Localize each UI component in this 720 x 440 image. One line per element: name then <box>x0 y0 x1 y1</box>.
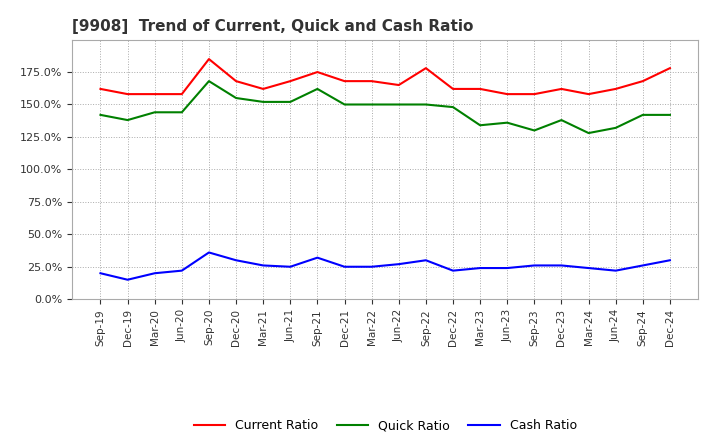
Current Ratio <box>259 86 268 92</box>
Quick Ratio <box>150 110 159 115</box>
Line: Quick Ratio: Quick Ratio <box>101 81 670 133</box>
Legend: Current Ratio, Quick Ratio, Cash Ratio: Current Ratio, Quick Ratio, Cash Ratio <box>189 414 582 437</box>
Cash Ratio <box>611 268 620 273</box>
Current Ratio <box>557 86 566 92</box>
Cash Ratio <box>476 265 485 271</box>
Cash Ratio <box>367 264 376 269</box>
Quick Ratio <box>611 125 620 131</box>
Quick Ratio <box>665 112 674 117</box>
Quick Ratio <box>476 123 485 128</box>
Quick Ratio <box>395 102 403 107</box>
Current Ratio <box>421 66 430 71</box>
Cash Ratio <box>123 277 132 282</box>
Cash Ratio <box>395 261 403 267</box>
Quick Ratio <box>96 112 105 117</box>
Cash Ratio <box>503 265 511 271</box>
Current Ratio <box>232 78 240 84</box>
Cash Ratio <box>286 264 294 269</box>
Text: [9908]  Trend of Current, Quick and Cash Ratio: [9908] Trend of Current, Quick and Cash … <box>72 19 473 34</box>
Current Ratio <box>639 78 647 84</box>
Cash Ratio <box>639 263 647 268</box>
Cash Ratio <box>530 263 539 268</box>
Quick Ratio <box>178 110 186 115</box>
Line: Cash Ratio: Cash Ratio <box>101 253 670 280</box>
Cash Ratio <box>341 264 349 269</box>
Cash Ratio <box>259 263 268 268</box>
Current Ratio <box>313 70 322 75</box>
Current Ratio <box>503 92 511 97</box>
Current Ratio <box>395 82 403 88</box>
Quick Ratio <box>421 102 430 107</box>
Cash Ratio <box>96 271 105 276</box>
Current Ratio <box>530 92 539 97</box>
Quick Ratio <box>557 117 566 123</box>
Cash Ratio <box>313 255 322 260</box>
Quick Ratio <box>584 130 593 136</box>
Quick Ratio <box>639 112 647 117</box>
Quick Ratio <box>204 78 213 84</box>
Current Ratio <box>150 92 159 97</box>
Quick Ratio <box>286 99 294 105</box>
Cash Ratio <box>449 268 457 273</box>
Cash Ratio <box>204 250 213 255</box>
Current Ratio <box>286 78 294 84</box>
Cash Ratio <box>665 258 674 263</box>
Quick Ratio <box>449 104 457 110</box>
Current Ratio <box>449 86 457 92</box>
Quick Ratio <box>313 86 322 92</box>
Current Ratio <box>665 66 674 71</box>
Quick Ratio <box>123 117 132 123</box>
Current Ratio <box>204 56 213 62</box>
Quick Ratio <box>367 102 376 107</box>
Cash Ratio <box>584 265 593 271</box>
Current Ratio <box>178 92 186 97</box>
Current Ratio <box>341 78 349 84</box>
Cash Ratio <box>150 271 159 276</box>
Current Ratio <box>123 92 132 97</box>
Quick Ratio <box>232 95 240 101</box>
Current Ratio <box>476 86 485 92</box>
Current Ratio <box>611 86 620 92</box>
Current Ratio <box>96 86 105 92</box>
Cash Ratio <box>557 263 566 268</box>
Cash Ratio <box>178 268 186 273</box>
Current Ratio <box>584 92 593 97</box>
Cash Ratio <box>421 258 430 263</box>
Cash Ratio <box>232 258 240 263</box>
Line: Current Ratio: Current Ratio <box>101 59 670 94</box>
Quick Ratio <box>503 120 511 125</box>
Current Ratio <box>367 78 376 84</box>
Quick Ratio <box>530 128 539 133</box>
Quick Ratio <box>259 99 268 105</box>
Quick Ratio <box>341 102 349 107</box>
